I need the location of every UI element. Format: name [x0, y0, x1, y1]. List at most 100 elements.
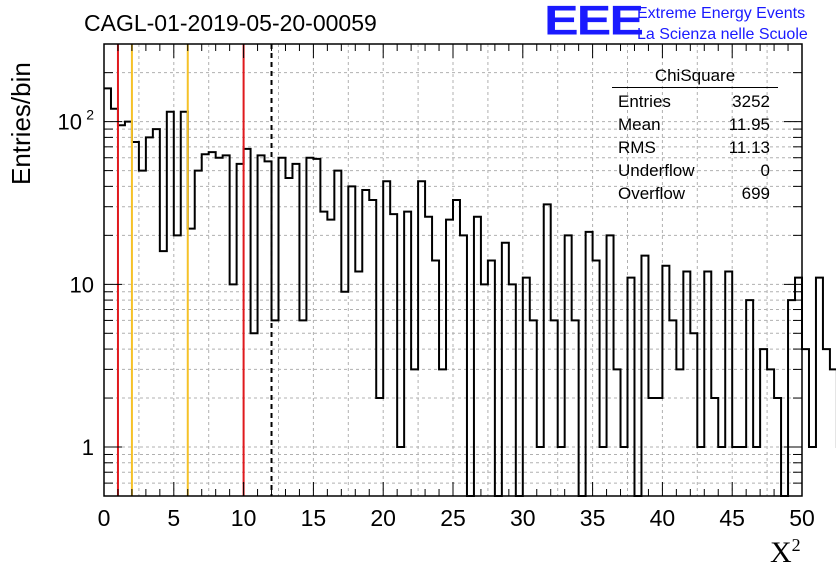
histogram-bin — [174, 235, 181, 496]
histogram-bin — [244, 149, 251, 496]
logo-line-1: Extreme Energy Events — [637, 5, 806, 22]
histogram-bin — [600, 447, 607, 496]
histogram-bin — [453, 200, 460, 496]
x-tick-label: 25 — [440, 505, 466, 531]
histogram-bin — [760, 349, 767, 496]
histogram-bin — [279, 158, 286, 496]
histogram-bin — [774, 398, 781, 496]
histogram-bin — [628, 278, 635, 496]
x-axis-label: X2 — [770, 535, 801, 569]
histogram-bin — [390, 214, 397, 496]
histogram-bin — [446, 220, 453, 496]
histogram-bin — [704, 271, 711, 496]
histogram-bin — [746, 300, 753, 496]
histogram-bin — [223, 155, 230, 496]
histogram-bin — [816, 278, 823, 496]
histogram-bin — [160, 251, 167, 496]
histogram-bin — [125, 122, 132, 496]
histogram-bin — [607, 235, 614, 496]
x-tick-label: 15 — [301, 505, 327, 531]
histogram-bin — [683, 271, 690, 496]
histogram-bin — [809, 447, 816, 496]
histogram-bin — [313, 159, 320, 496]
histogram-bin — [202, 154, 209, 496]
x-tick-label: 50 — [789, 505, 815, 531]
histogram-bin — [725, 271, 732, 496]
histogram-bin — [195, 171, 202, 496]
eee-logo: EEE — [544, 0, 644, 45]
histogram-bin — [697, 447, 704, 496]
histogram-bin — [292, 164, 299, 496]
histogram-bin — [481, 284, 488, 496]
histogram-bin — [216, 158, 223, 496]
histogram-bin — [397, 447, 404, 496]
x-tick-label: 20 — [370, 505, 396, 531]
histogram-bin — [474, 217, 481, 496]
histogram-bin — [509, 284, 516, 496]
histogram-bin — [132, 142, 139, 496]
x-tick-label: 0 — [98, 505, 111, 531]
histogram-bin — [285, 178, 292, 496]
histogram-bin — [230, 284, 237, 496]
histogram-bin — [572, 320, 579, 496]
histogram-bin — [432, 261, 439, 496]
stat-row-entries: Entries 3252 — [618, 92, 770, 111]
stat-row-underflow: Underflow 0 — [618, 161, 770, 180]
histogram-bin — [272, 320, 279, 496]
histogram-bin — [209, 152, 216, 496]
histogram-bin — [739, 447, 746, 496]
histogram-bin — [418, 181, 425, 496]
histogram-bin — [718, 447, 725, 496]
x-tick-label: 45 — [719, 505, 745, 531]
histogram-bin — [690, 333, 697, 496]
y-tick-label: 1 — [82, 435, 94, 460]
histogram-bin — [251, 333, 258, 496]
histogram-bin — [369, 200, 376, 496]
histogram-bin — [348, 186, 355, 496]
histogram-bin — [732, 447, 739, 496]
histogram-bin — [425, 217, 432, 496]
histogram-bin — [551, 320, 558, 496]
histogram-bin — [711, 398, 718, 496]
histogram-bin — [181, 112, 188, 496]
histogram-bin — [153, 129, 160, 496]
stat-row-mean: Mean 11.95 — [618, 115, 770, 134]
histogram-bin — [188, 229, 195, 496]
histogram-bin — [460, 235, 467, 496]
histogram-bin — [237, 164, 244, 496]
y-axis-label: Entries/bin — [6, 62, 36, 185]
histogram-bin — [753, 447, 760, 496]
histogram-bin — [404, 212, 411, 496]
histogram-bin — [648, 398, 655, 496]
histogram-bin — [523, 278, 530, 496]
histogram-bin — [676, 369, 683, 496]
histogram-bin — [299, 320, 306, 496]
histogram-bin — [139, 171, 146, 496]
histogram-bin — [306, 158, 313, 496]
histogram-bin — [376, 398, 383, 496]
histogram-bin — [669, 320, 676, 496]
x-tick-label: 30 — [510, 505, 536, 531]
histogram-bin — [258, 155, 265, 496]
histogram-bin — [355, 271, 362, 496]
histogram-bin — [655, 398, 662, 496]
histogram-bin — [439, 369, 446, 496]
histogram-bin — [502, 243, 509, 496]
histogram-bin — [621, 447, 628, 496]
histogram-bin — [830, 369, 836, 496]
histogram-bin — [593, 261, 600, 496]
histogram-bin — [488, 261, 495, 496]
y-tick-label-exponent: 2 — [86, 107, 94, 123]
stat-row-overflow: Overflow 699 — [618, 184, 770, 203]
histogram-bin — [614, 369, 621, 496]
histogram-bin — [327, 220, 334, 496]
logo-line-2: La Scienza nelle Scuole — [637, 26, 808, 43]
histogram-bin — [146, 137, 153, 496]
histogram-bin — [586, 232, 593, 496]
histogram-bin — [111, 109, 118, 496]
histogram-bin — [823, 349, 830, 496]
histogram-bin — [411, 369, 418, 496]
histogram-bin — [341, 292, 348, 496]
histogram-bin — [537, 447, 544, 496]
